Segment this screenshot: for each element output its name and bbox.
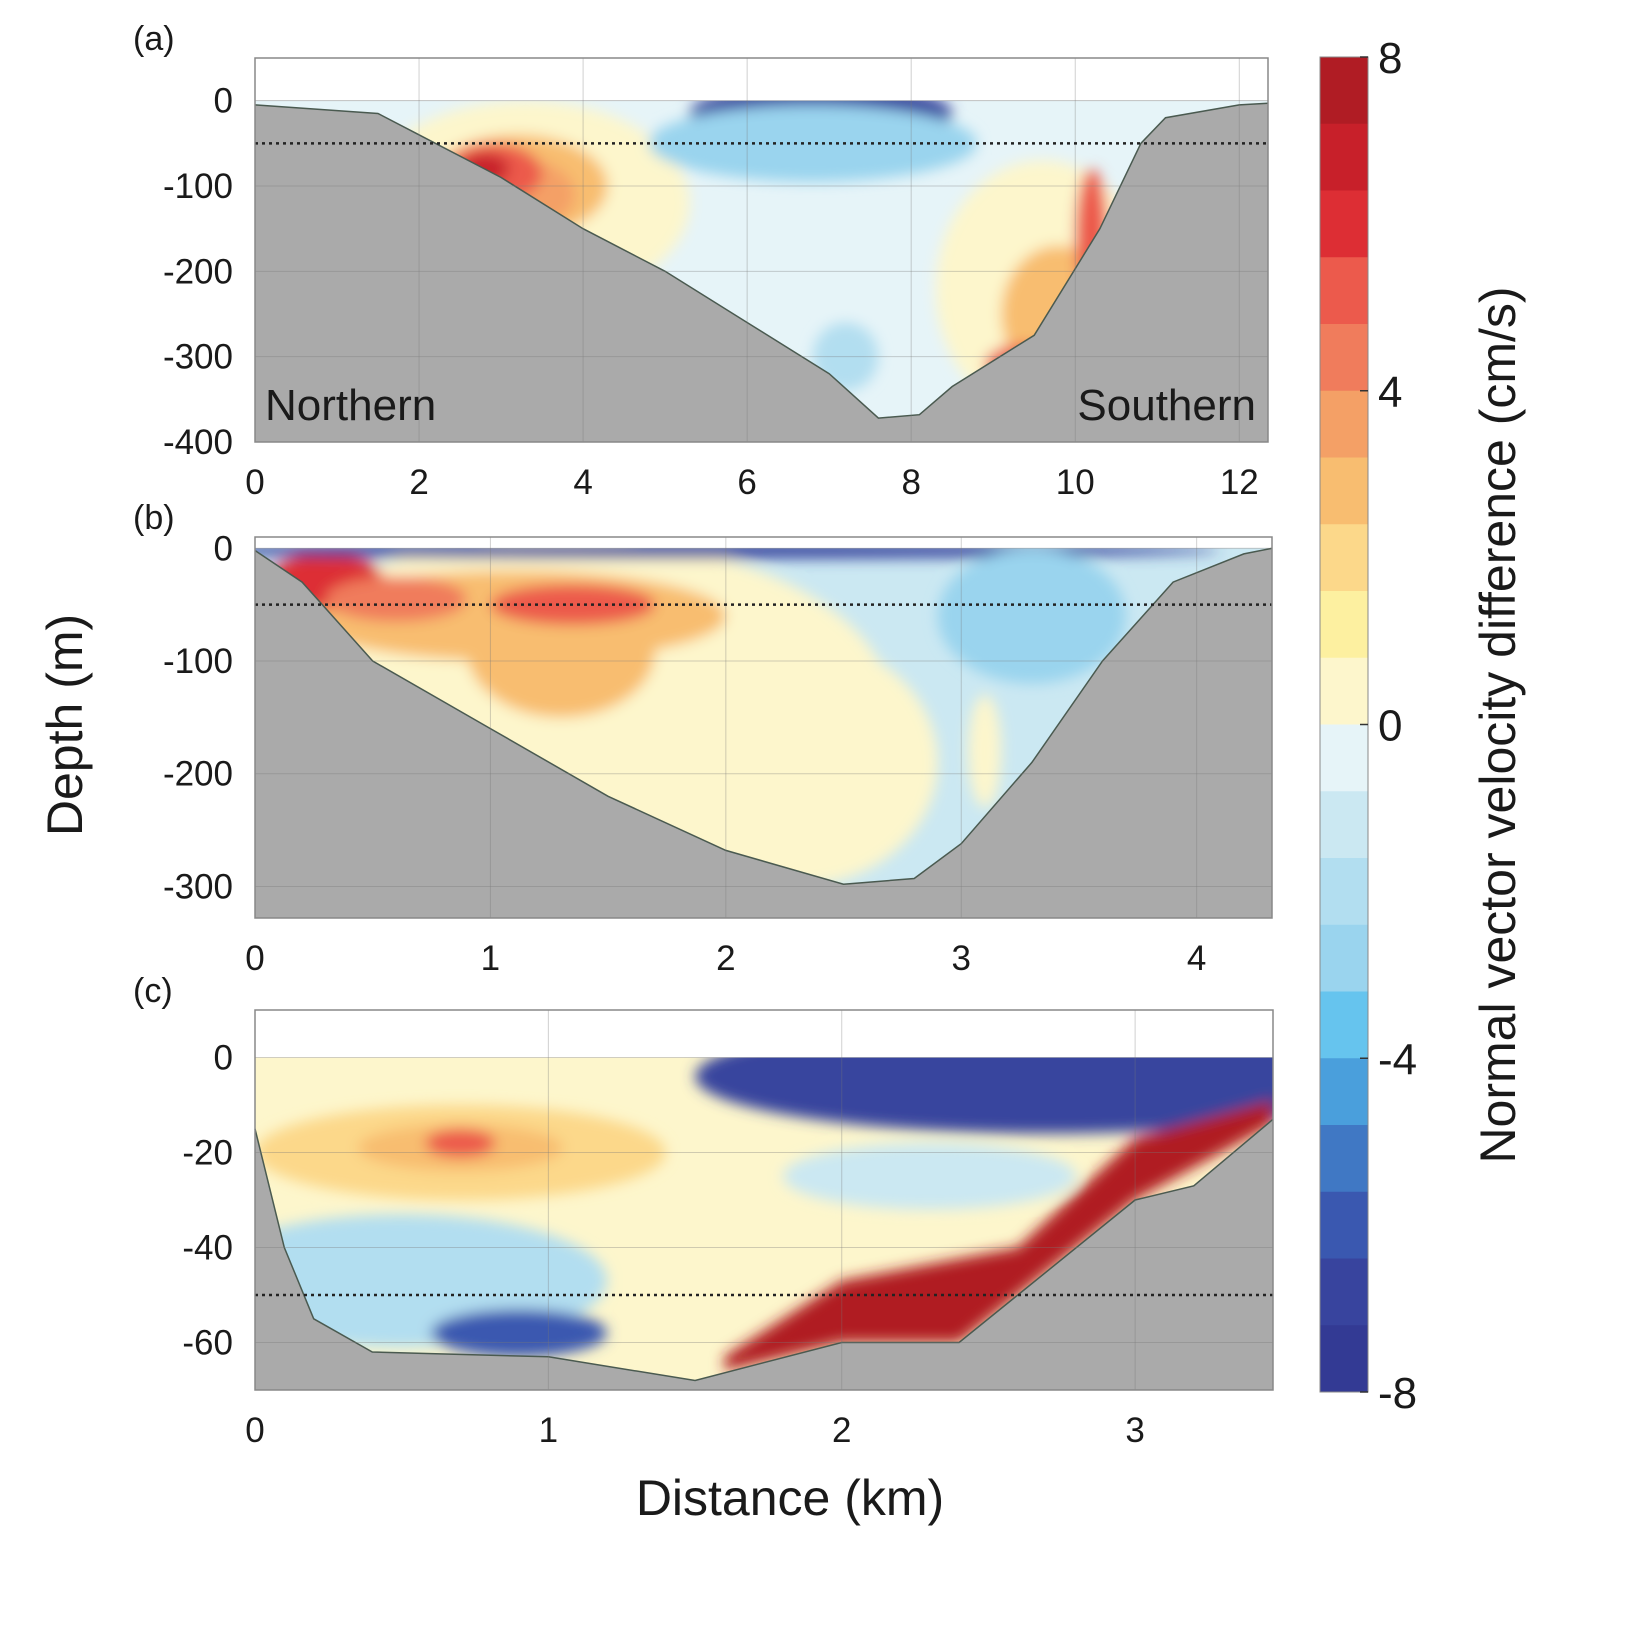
velocity-feature [255, 548, 1221, 559]
northern-label: Northern [265, 381, 436, 430]
colorbar-level [1320, 657, 1368, 725]
y-tick-label: -60 [182, 1324, 233, 1363]
x-tick-label: 4 [573, 463, 592, 502]
colorbar-level [1320, 1125, 1368, 1193]
velocity-feature [724, 1100, 1273, 1371]
colorbar-level [1320, 57, 1368, 125]
y-tick-label: 0 [214, 529, 233, 568]
panel-a: 0 2 4 6 8 10 12 0 -100 -200 -300 -400 (a) Northern Sou… [133, 20, 1269, 502]
colorbar-level [1320, 1258, 1368, 1326]
bottom-contour [254, 102, 1269, 419]
y-tick-label: -300 [163, 867, 233, 906]
y-tick-label: 0 [214, 82, 233, 121]
velocity-feature [655, 638, 938, 885]
colorbar-level [1320, 1058, 1368, 1126]
y-tick-label: -300 [163, 338, 233, 377]
x-tick-label: 0 [245, 463, 264, 502]
x-tick-label: 4 [1187, 939, 1206, 978]
plot-frame [254, 1009, 1274, 1391]
velocity-feature [325, 576, 467, 622]
colorbar: 8 4 0 -4 -8 [1319, 34, 1417, 1418]
colorbar-level [1320, 991, 1368, 1059]
panel-label: (b) [133, 499, 175, 537]
x-tick-label: 1 [539, 1411, 558, 1450]
colorbar-tick-label: 0 [1378, 702, 1402, 751]
colorbar-level [1320, 257, 1368, 325]
colorbar-tick-label: 8 [1378, 34, 1402, 83]
x-tick-label: 0 [245, 939, 264, 978]
colorbar-level [1320, 390, 1368, 458]
x-tick-label: 3 [952, 939, 971, 978]
colorbar-level [1320, 724, 1368, 792]
colorbar-level [1320, 1325, 1368, 1393]
colorbar-level [1320, 457, 1368, 525]
velocity-feature [695, 1057, 1273, 1134]
southern-label: Southern [1077, 381, 1256, 430]
colorbar-level [1320, 524, 1368, 592]
velocity-feature [648, 104, 977, 182]
y-tick-label: -200 [163, 252, 233, 291]
colorbar-tick-label: 4 [1378, 368, 1402, 417]
air-region [255, 537, 1272, 549]
colorbar-level [1320, 924, 1368, 992]
x-tick-label: 10 [1056, 463, 1095, 502]
velocity-field [255, 1057, 1273, 1381]
y-tick-label: -400 [163, 423, 233, 462]
panel-label: (c) [133, 972, 173, 1010]
x-tick-label: 6 [737, 463, 756, 502]
y-axis-label: Depth (m) [37, 614, 93, 836]
air-region [255, 58, 1268, 101]
velocity-feature [968, 694, 1002, 808]
colorbar-tick-label: -4 [1378, 1035, 1417, 1084]
panel-b: 0 1 2 3 4 0 -100 -200 -300 (b) [133, 499, 1273, 978]
colorbar-level [1320, 858, 1368, 926]
bottom-contour [254, 547, 1273, 885]
colorbar-label: Normal vector velocity difference (cm/s) [1470, 286, 1526, 1163]
bottom-contour [254, 1118, 1274, 1382]
x-tick-label: 2 [716, 939, 735, 978]
colorbar-level [1320, 190, 1368, 258]
x-tick-label: 3 [1125, 1411, 1144, 1450]
plot-frame [254, 57, 1269, 443]
x-tick-label: 2 [409, 463, 428, 502]
colorbar-level [1320, 123, 1368, 191]
y-tick-label: -20 [182, 1134, 233, 1173]
x-tick-label: 0 [245, 1411, 264, 1450]
colorbar-level [1320, 591, 1368, 659]
velocity-feature [937, 548, 1127, 684]
x-tick-label: 8 [901, 463, 920, 502]
y-tick-label: -100 [163, 642, 233, 681]
colorbar-level [1320, 1191, 1368, 1259]
plot-frame [254, 536, 1273, 919]
y-tick-label: -200 [163, 755, 233, 794]
x-axis-label: Distance (km) [636, 1470, 944, 1526]
y-tick-label: -40 [182, 1229, 233, 1268]
y-tick-label: -100 [163, 167, 233, 206]
velocity-feature [431, 1309, 608, 1357]
x-tick-label: 12 [1220, 463, 1259, 502]
colorbar-tick-label: -8 [1378, 1369, 1417, 1418]
velocity-feature [796, 228, 945, 314]
panel-c: 0 1 2 3 0 -20 -40 -60 (c) [133, 972, 1274, 1450]
velocity-feature [425, 1128, 496, 1158]
velocity-feature [783, 1143, 1077, 1210]
panel-label: (a) [133, 20, 175, 58]
x-tick-label: 2 [832, 1411, 851, 1450]
y-tick-label: 0 [214, 1039, 233, 1078]
air-region [255, 1010, 1273, 1058]
colorbar-level [1320, 324, 1368, 392]
colorbar-level [1320, 791, 1368, 859]
x-tick-label: 1 [481, 939, 500, 978]
